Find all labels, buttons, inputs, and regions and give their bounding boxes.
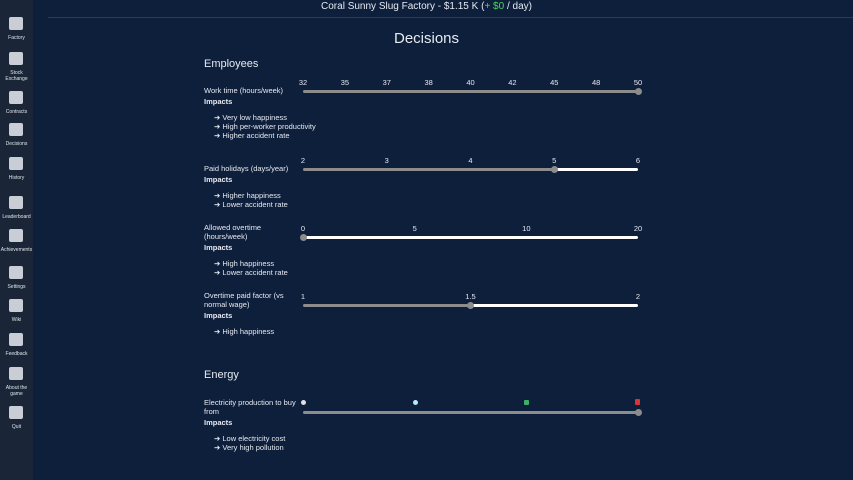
tick-label: 3	[384, 156, 389, 165]
slider-track	[470, 304, 638, 307]
slider-knob[interactable]	[299, 234, 307, 241]
nav-icon	[9, 157, 23, 170]
impact-item: ➔ Lower accident rate	[214, 200, 288, 209]
nav-item[interactable]: Factory	[8, 35, 25, 41]
impacts-title: Impacts	[204, 418, 233, 427]
setting-label: Paid holidays (days/year)	[204, 164, 289, 173]
setting-label: Electricity production to buy from	[204, 398, 296, 416]
setting-label: Allowed overtime (hours/week)	[204, 223, 262, 241]
tick-label: 37	[382, 78, 391, 87]
impact-item: ➔ Higher accident rate	[214, 131, 290, 140]
slider-track-filled	[303, 90, 638, 93]
nav-item[interactable]: Achievements	[0, 247, 33, 253]
income-delta: + $0	[484, 1, 505, 12]
impact-item: ➔ Very high pollution	[214, 443, 284, 452]
divider	[48, 17, 853, 18]
nav-icon	[9, 17, 23, 30]
nav-item[interactable]: Settings	[7, 284, 26, 290]
tick-label: 1	[300, 292, 306, 301]
nav-icon	[9, 123, 23, 136]
tick-label: 40	[466, 78, 475, 87]
impacts-title: Impacts	[204, 311, 233, 320]
header-text: Coral Sunny Slug Factory - $1.15 K (	[321, 1, 485, 12]
nav-item[interactable]: Decisions	[5, 141, 28, 147]
tick-label: 1.5	[465, 292, 476, 301]
tick-label: 5	[412, 224, 417, 233]
wind-icon	[413, 400, 418, 405]
impact-item: ➔ High per-worker productivity	[214, 122, 316, 131]
impacts-title: Impacts	[204, 97, 233, 106]
nav-item[interactable]: Stock Exchange	[5, 70, 28, 82]
nav-icon	[9, 299, 23, 312]
slider-track-filled	[303, 304, 471, 307]
nav-item[interactable]: About the game	[5, 385, 28, 397]
tick-label: 38	[424, 78, 433, 87]
fuel-icon	[635, 399, 640, 405]
slider-track-filled	[303, 168, 555, 171]
slider-knob[interactable]	[634, 88, 642, 95]
tick-label: 20	[633, 224, 643, 233]
impact-item: ➔ High happiness	[214, 259, 275, 268]
impact-item: ➔ Higher happiness	[214, 191, 281, 200]
slider-knob[interactable]	[634, 409, 642, 416]
header: Coral Sunny Slug Factory - $1.15 K (+ $0…	[0, 1, 853, 13]
impact-item: ➔ Very low happiness	[214, 113, 287, 122]
page-title: Decisions	[393, 30, 460, 47]
slider-track-filled	[303, 411, 638, 414]
impact-item: ➔ Lower accident rate	[214, 268, 288, 277]
tick-label: 48	[591, 78, 601, 87]
tick-label: 0	[300, 224, 306, 233]
tick-label: 4	[468, 156, 473, 165]
impact-item: ➔ Low electricity cost	[214, 434, 286, 443]
nav-icon	[9, 91, 23, 104]
nav-item[interactable]: Feedback	[5, 351, 28, 357]
tick-label: 32	[298, 78, 308, 87]
slider-track	[554, 168, 638, 171]
renewable-icon	[524, 400, 529, 405]
section-title: Employees	[204, 58, 259, 70]
impact-item: ➔ High happiness	[214, 327, 275, 336]
section-title: Energy	[204, 369, 239, 381]
setting-label: Work time (hours/week)	[204, 86, 284, 95]
slider-knob[interactable]	[467, 302, 474, 309]
nav-item[interactable]: History	[8, 175, 25, 181]
tick-label: 35	[340, 78, 350, 87]
tick-label: 50	[633, 78, 643, 87]
sidebar: Factory Stock Exchange Contracts Decisions H…	[0, 0, 33, 480]
header-text: / day)	[504, 1, 532, 12]
slider-track	[303, 236, 638, 239]
nav-item[interactable]: Quit	[11, 424, 22, 430]
nav-item[interactable]: Contracts	[5, 109, 28, 115]
tick-label: 6	[635, 156, 641, 165]
nav-icon	[9, 367, 23, 380]
nav-icon	[9, 266, 23, 279]
tick-label: 10	[522, 224, 531, 233]
tick-label: 2	[635, 292, 641, 301]
tick-label: 42	[508, 78, 517, 87]
nav-icon	[9, 52, 23, 65]
tick-label: 45	[550, 78, 559, 87]
nav-item[interactable]: Wiki	[11, 317, 22, 323]
nav-item[interactable]: Leaderboard	[2, 214, 31, 220]
setting-label: Overtime paid factor (vs normal wage)	[204, 291, 284, 309]
impacts-title: Impacts	[204, 243, 233, 252]
nav-icon	[9, 229, 23, 242]
nav-icon	[9, 333, 23, 346]
nuclear-icon	[301, 400, 306, 405]
tick-label: 5	[552, 156, 557, 165]
tick-label: 2	[300, 156, 306, 165]
impacts-title: Impacts	[204, 175, 233, 184]
nav-icon	[9, 196, 23, 209]
nav-icon	[9, 406, 23, 419]
slider-knob[interactable]	[550, 166, 558, 173]
